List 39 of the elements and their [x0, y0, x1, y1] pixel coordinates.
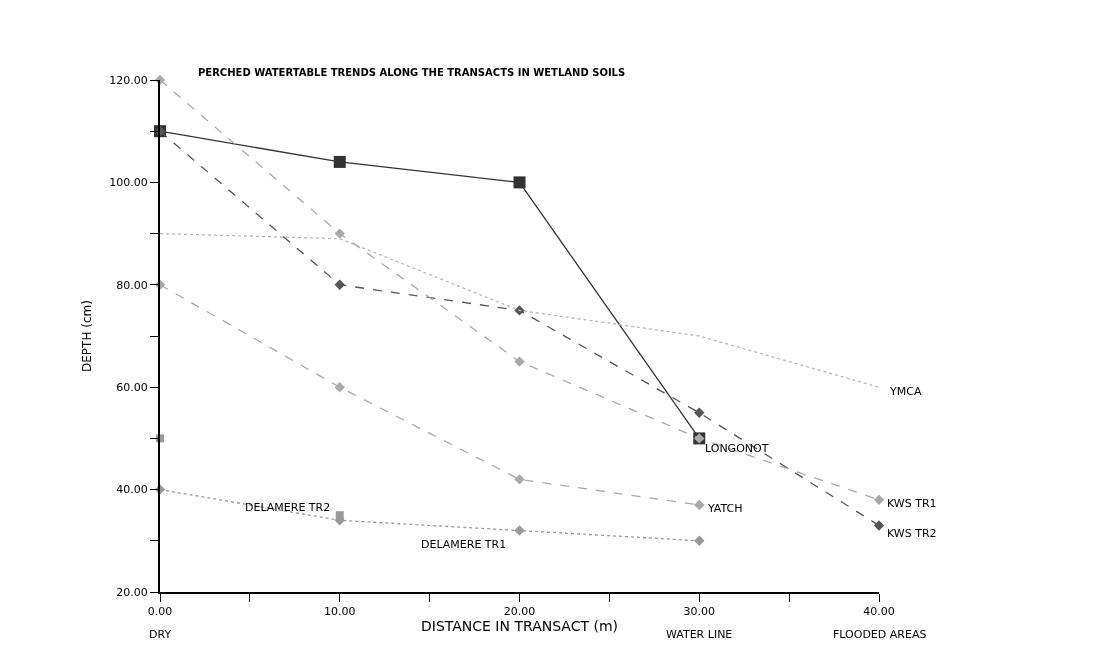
point [694, 535, 705, 546]
point [694, 499, 705, 511]
chart-title: PERCHED WATERTABLE TRENDS ALONG THE TRANSACTS IN WETLAND SOILS [198, 67, 626, 78]
point [334, 279, 345, 290]
x-axis-title: DISTANCE IN TRANSACT (m) [420, 618, 619, 635]
point [514, 525, 525, 536]
y-tick-label: 40.00 [116, 483, 148, 497]
point [514, 305, 525, 316]
series-label: KWS TR1 [887, 497, 937, 510]
series-label: DELAMERE TR2 [245, 501, 331, 514]
y-tick-label: 60.00 [116, 381, 148, 395]
point [514, 356, 525, 367]
y-tick-label: 120.00 [109, 73, 148, 87]
series-label: KWS TR2 [887, 527, 937, 540]
point [873, 494, 885, 506]
point [514, 474, 525, 485]
series-label: DELAMERE TR1 [421, 538, 507, 551]
x-tick-label: 10.00 [324, 605, 356, 619]
x-tick-label: 0.00 [147, 605, 173, 619]
point [513, 176, 526, 189]
point [334, 228, 345, 239]
text: WATER LINE [666, 628, 733, 641]
y-tick-label: 20.00 [116, 585, 148, 599]
y-axis-title: DEPTH (cm) [80, 300, 95, 372]
text: FLOODED AREAS [833, 628, 927, 641]
series-label: YMCA [889, 385, 922, 398]
point [335, 511, 344, 520]
point [334, 382, 345, 393]
text: DRY [149, 628, 172, 641]
series-label: LONGONOT [705, 442, 769, 455]
x-tick-label: 20.00 [503, 605, 536, 619]
point [333, 155, 346, 168]
point [873, 520, 885, 531]
y-tick-label: 80.00 [116, 278, 148, 292]
series-label: YATCH [707, 502, 743, 515]
point [694, 407, 705, 418]
x-tick-label: 30.00 [683, 605, 715, 619]
y-tick-label: 100.00 [109, 176, 148, 190]
x-tick-label: 40.00 [863, 605, 895, 619]
